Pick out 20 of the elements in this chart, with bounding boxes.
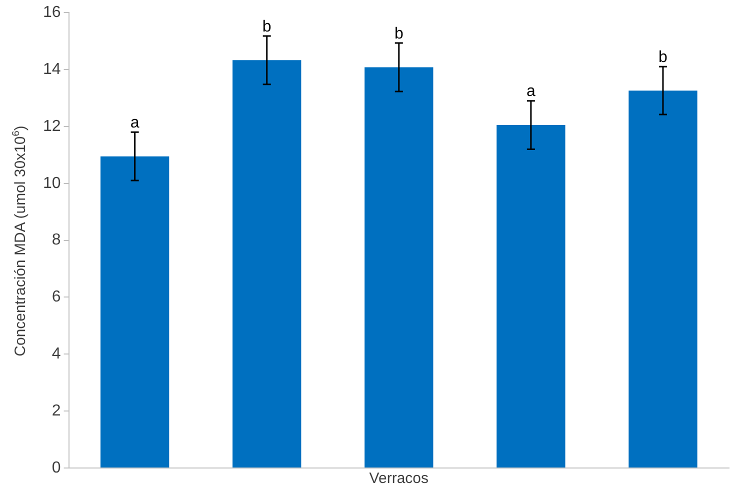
bar bbox=[100, 156, 170, 468]
annotation: b bbox=[394, 25, 404, 42]
y-tick-label: 16 bbox=[43, 4, 61, 22]
annotation: b bbox=[658, 49, 668, 66]
y-tick-label: 6 bbox=[52, 288, 61, 306]
bar bbox=[496, 125, 566, 468]
y-tick-label: 14 bbox=[43, 60, 61, 78]
bar bbox=[364, 67, 434, 468]
y-tick-label: 4 bbox=[52, 346, 61, 363]
y-tick-label: 12 bbox=[43, 118, 61, 135]
y-tick-label: 8 bbox=[52, 232, 61, 249]
annotation: b bbox=[262, 18, 272, 36]
bar bbox=[232, 60, 302, 468]
y-tick-label: 2 bbox=[52, 402, 61, 420]
annotation: a bbox=[526, 83, 536, 100]
x-axis-title: Verracos bbox=[369, 470, 428, 488]
bar bbox=[628, 90, 698, 468]
annotation: a bbox=[130, 114, 140, 132]
y-tick-label: 0 bbox=[52, 459, 61, 476]
y-tick-label: 10 bbox=[43, 174, 61, 192]
